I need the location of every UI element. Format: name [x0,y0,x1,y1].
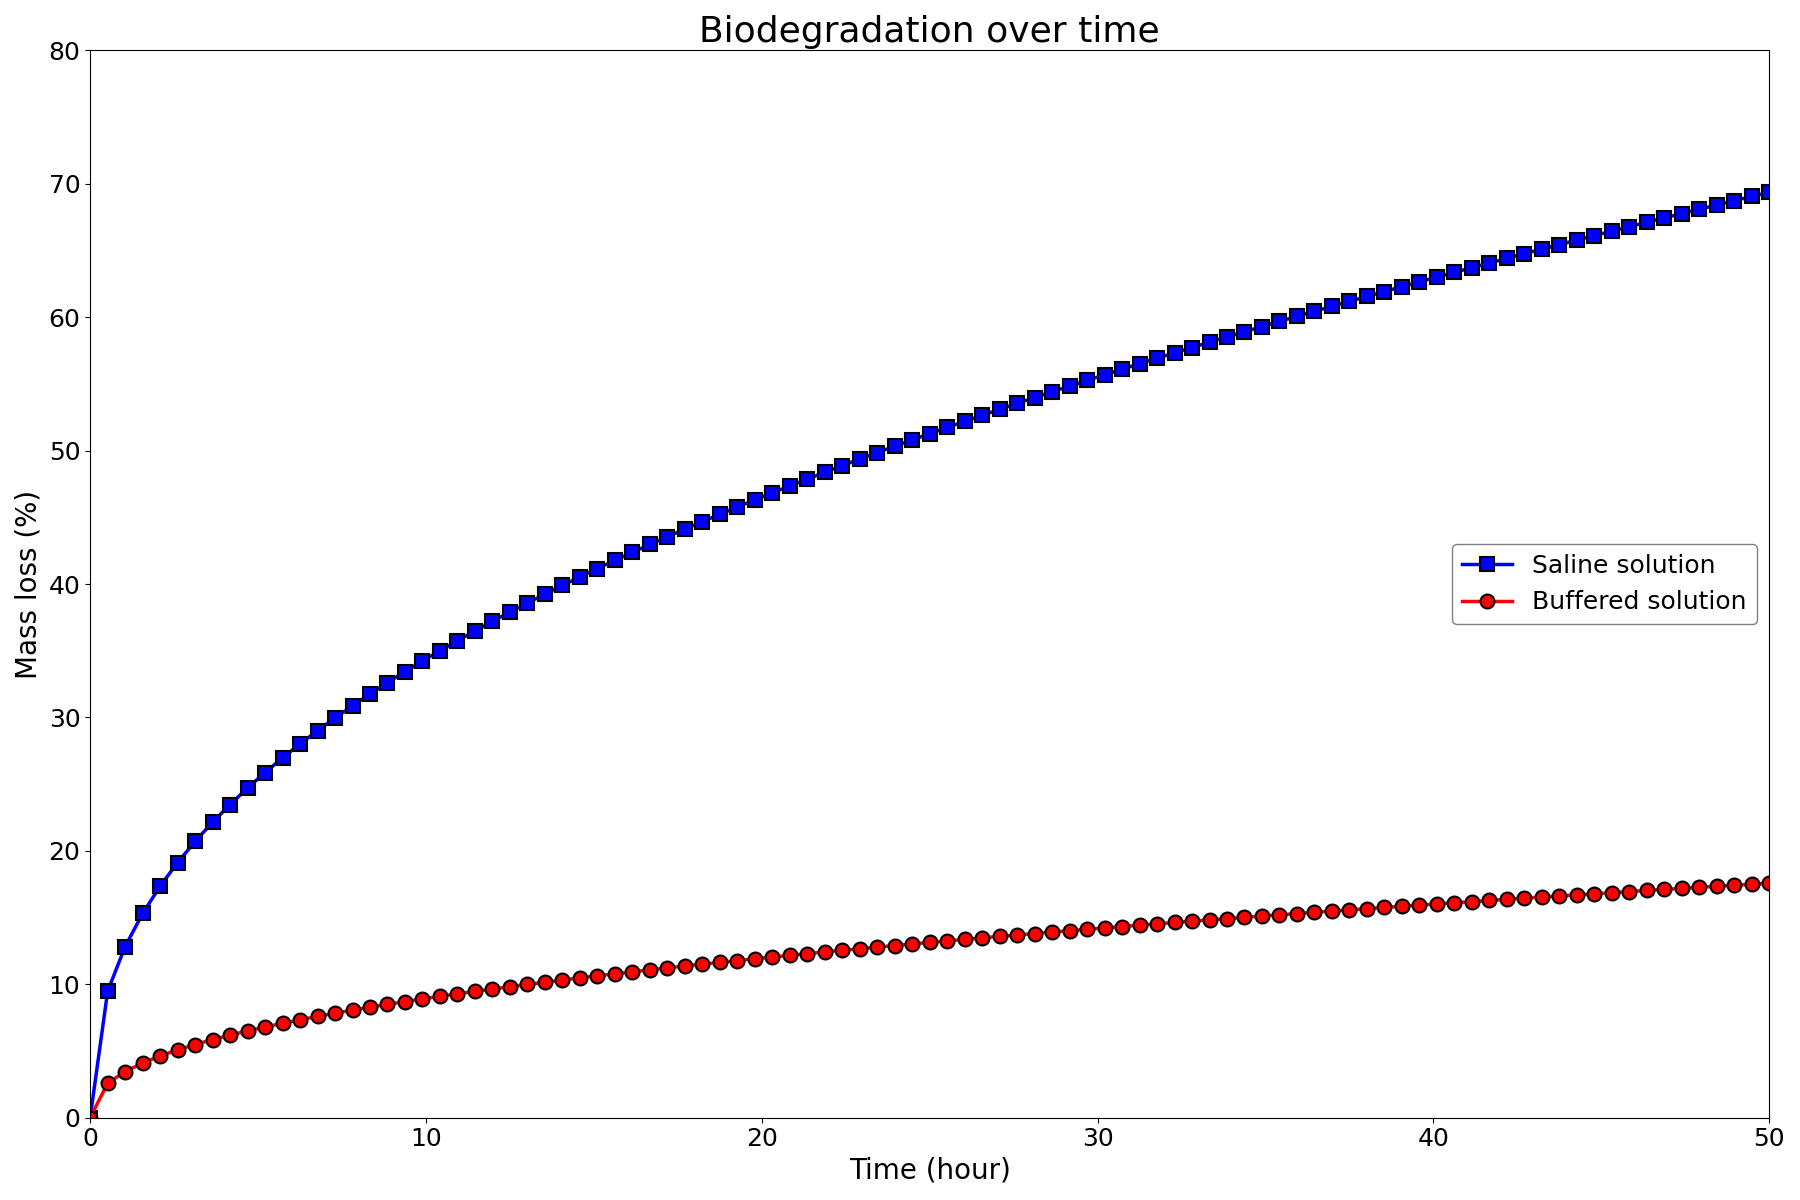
Saline solution [202,815,223,829]
Buffered solution [1040,925,1062,940]
Title: Biodegradation over time: Biodegradation over time [700,14,1159,49]
Legend: Saline solution, Buffered solution: Saline solution, Buffered solution [1453,544,1757,624]
Buffered solution [517,977,538,991]
X-axis label: Time (hour): Time (hour) [850,1157,1010,1186]
Line: Buffered solution: Buffered solution [83,876,1777,1124]
Buffered solution [918,935,940,949]
Saline solution [1759,185,1780,199]
Buffered solution [1759,876,1780,890]
Saline solution [1040,385,1062,400]
Saline solution [517,595,538,610]
Saline solution [79,1110,101,1124]
Buffered solution [79,1110,101,1124]
Line: Saline solution: Saline solution [83,185,1777,1124]
Saline solution [1373,284,1395,299]
Saline solution [131,906,153,920]
Buffered solution [202,1032,223,1046]
Buffered solution [1373,900,1395,914]
Y-axis label: Mass loss (%): Mass loss (%) [14,490,43,678]
Buffered solution [131,1056,153,1070]
Saline solution [918,426,940,440]
